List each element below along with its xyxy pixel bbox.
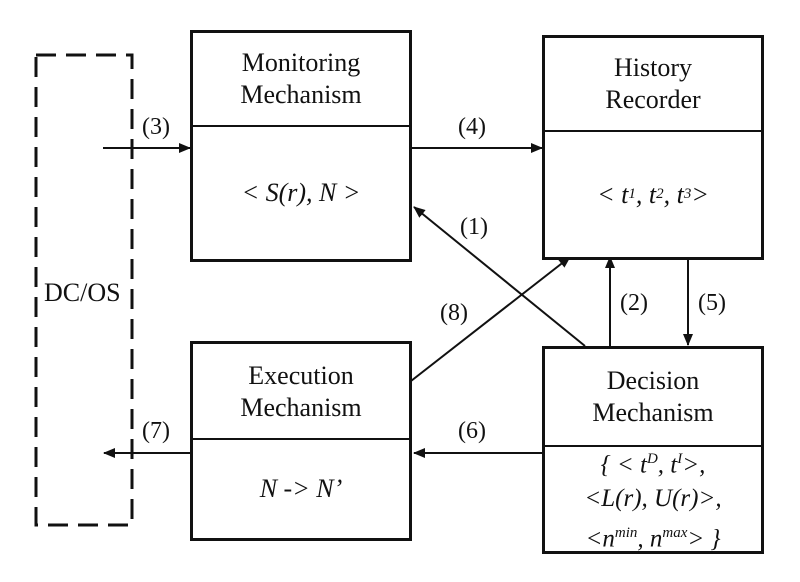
arrow-label-8: (8) — [440, 300, 468, 326]
arrow-label-7: (7) — [142, 418, 170, 444]
history-content-prefix: < t — [597, 179, 629, 209]
monitoring-title-line1: Monitoring — [241, 48, 361, 77]
dcos-dashed-border — [34, 53, 134, 527]
history-title-line2: Recorder — [605, 85, 701, 114]
decision-line1-sup2: I — [677, 450, 683, 467]
decision-line1-sup1: D — [646, 450, 658, 467]
history-t2-sub: 2 — [656, 186, 664, 202]
monitoring-mechanism-box: Monitoring Mechanism < S(r), N > — [190, 30, 412, 262]
decision-line1-c: >, — [682, 451, 706, 478]
decision-line1-a: { < t — [600, 451, 647, 478]
decision-line3-sup1: min — [614, 525, 638, 541]
arrow-label-5: (5) — [698, 290, 726, 316]
arrow-label-6: (6) — [458, 418, 486, 444]
decision-line1-b: , t — [657, 451, 678, 478]
arrow-label-4: (4) — [458, 114, 486, 140]
history-title: History Recorder — [545, 38, 761, 132]
arrow-label-3: (3) — [142, 114, 170, 140]
execution-content: N -> N’ — [259, 474, 343, 503]
decision-line3-sup2: max — [662, 525, 688, 541]
monitoring-title-line2: Mechanism — [240, 80, 362, 109]
history-title-line1: History — [614, 53, 692, 82]
history-t3-sub: 3 — [683, 186, 692, 202]
decision-line2: <L(r), U(r)>, — [584, 485, 722, 512]
execution-title-line2: Mechanism — [240, 393, 362, 422]
decision-line3-c: > } — [687, 525, 721, 553]
dcos-label: DC/OS — [44, 278, 121, 307]
history-sep1: , t — [635, 179, 657, 209]
decision-content: { < tD, tI>, <L(r), U(r)>, <nmin, nmax> … — [545, 447, 761, 553]
arrow-1 — [413, 206, 586, 347]
history-content-suffix: > — [691, 179, 709, 209]
history-sep2: , t — [663, 179, 684, 209]
execution-mechanism-box: Execution Mechanism N -> N’ — [190, 341, 412, 541]
arrow-label-1: (1) — [460, 214, 488, 240]
decision-title: Decision Mechanism — [545, 349, 761, 447]
decision-line3-a: <n — [585, 525, 615, 553]
execution-title: Execution Mechanism — [193, 344, 409, 440]
decision-mechanism-box: Decision Mechanism { < tD, tI>, <L(r), U… — [542, 346, 764, 554]
monitoring-title: Monitoring Mechanism — [193, 33, 409, 127]
execution-title-line1: Execution — [248, 361, 354, 390]
decision-title-line1: Decision — [606, 366, 700, 395]
history-t1-sub: 1 — [628, 186, 636, 202]
decision-line1: { < tD, tI>, — [601, 442, 706, 482]
arrow-label-2: (2) — [620, 290, 648, 316]
decision-line3-b: , n — [637, 525, 663, 553]
monitoring-content: < S(r), N > — [241, 178, 361, 207]
decision-title-line2: Mechanism — [592, 398, 714, 427]
decision-line3: <nmin, nmax> } — [586, 516, 721, 556]
arrow-8 — [410, 256, 571, 382]
